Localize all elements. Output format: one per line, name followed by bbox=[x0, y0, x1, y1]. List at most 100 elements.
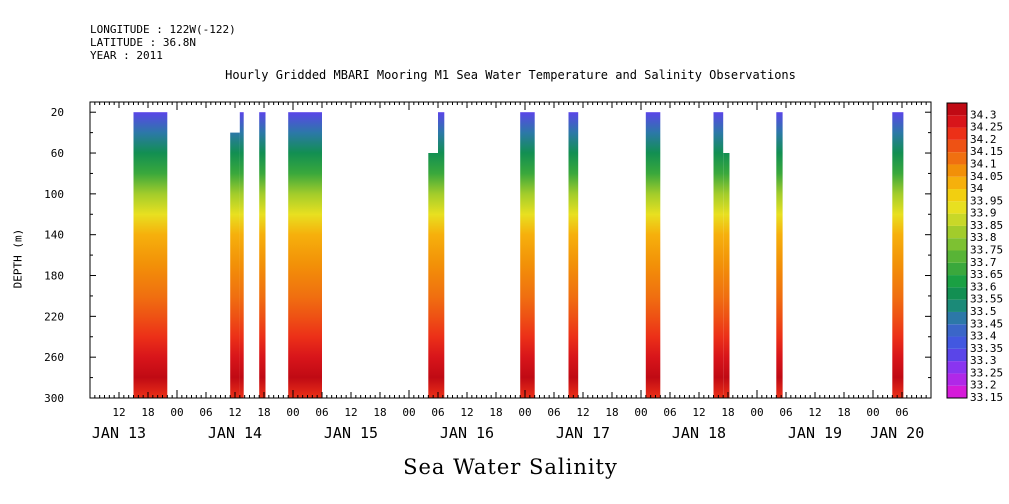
colorbar-swatch bbox=[947, 176, 967, 190]
colorbar-swatch bbox=[947, 385, 967, 398]
x-day-label: JAN 13 bbox=[92, 424, 146, 442]
colorbar-label: 33.15 bbox=[970, 391, 1003, 404]
plot-data-layer bbox=[133, 112, 904, 398]
x-day-label: JAN 20 bbox=[870, 424, 924, 442]
data-segment-7 bbox=[438, 112, 445, 398]
x-tick-label: 18 bbox=[721, 406, 734, 419]
x-tick-label: 18 bbox=[837, 406, 850, 419]
x-tick-label: 12 bbox=[344, 406, 357, 419]
colorbar-swatch bbox=[947, 127, 967, 140]
colorbar-label: 34.2 bbox=[970, 133, 997, 146]
data-segment-3 bbox=[239, 112, 244, 398]
colorbar-swatch bbox=[947, 361, 967, 374]
data-segment-1 bbox=[133, 112, 168, 398]
longitude-label: LONGITUDE : 122W(-122) bbox=[90, 23, 236, 36]
data-segment-8 bbox=[520, 112, 535, 398]
colorbar-label: 34.25 bbox=[970, 121, 1003, 134]
colorbar-swatch bbox=[947, 152, 967, 165]
colorbar-legend: 33.1533.233.2533.333.3533.433.4533.533.5… bbox=[946, 102, 1003, 404]
colorbar-swatch bbox=[947, 201, 967, 214]
colorbar-label: 34.05 bbox=[970, 170, 1003, 183]
y-tick-label: 180 bbox=[44, 270, 64, 283]
y-tick-label: 60 bbox=[51, 147, 64, 160]
colorbar-label: 33.25 bbox=[970, 366, 1003, 379]
plot-frame bbox=[89, 101, 932, 399]
colorbar-swatch bbox=[947, 189, 967, 202]
x-axis-title: Sea Water Salinity bbox=[403, 455, 618, 479]
x-day-label: JAN 19 bbox=[788, 424, 842, 442]
x-tick-label: 12 bbox=[576, 406, 589, 419]
y-tick-label: 260 bbox=[44, 351, 64, 364]
colorbar-swatch bbox=[947, 287, 967, 300]
data-segment-5 bbox=[288, 112, 322, 398]
x-tick-label: 12 bbox=[112, 406, 125, 419]
colorbar-label: 33.45 bbox=[970, 317, 1003, 330]
colorbar-swatch bbox=[947, 348, 967, 362]
colorbar-label: 33.35 bbox=[970, 342, 1003, 355]
colorbar-label: 33.85 bbox=[970, 219, 1003, 232]
x-tick-label: 06 bbox=[779, 406, 792, 419]
data-segment-2 bbox=[230, 132, 240, 398]
colorbar-label: 34 bbox=[970, 182, 984, 195]
x-tick-label: 18 bbox=[373, 406, 386, 419]
x-day-label: JAN 14 bbox=[208, 424, 262, 442]
colorbar-swatch bbox=[947, 373, 967, 386]
colorbar-label: 34.1 bbox=[970, 158, 997, 171]
colorbar-label: 33.2 bbox=[970, 379, 997, 392]
data-segment-9 bbox=[568, 112, 579, 398]
y-tick-label: 20 bbox=[51, 106, 64, 119]
colorbar-swatch bbox=[947, 324, 967, 337]
x-day-label: JAN 18 bbox=[672, 424, 726, 442]
colorbar-label: 33.5 bbox=[970, 305, 997, 318]
y-tick-label: 220 bbox=[44, 310, 64, 323]
colorbar-swatch bbox=[947, 299, 967, 312]
x-tick-label: 00 bbox=[518, 406, 531, 419]
x-tick-label: 00 bbox=[634, 406, 647, 419]
colorbar-label: 33.4 bbox=[970, 330, 997, 343]
x-tick-label: 00 bbox=[750, 406, 763, 419]
colorbar-swatch bbox=[947, 225, 967, 239]
y-tick-label: 140 bbox=[44, 229, 64, 242]
data-segment-12 bbox=[723, 153, 730, 398]
x-tick-label: 00 bbox=[286, 406, 299, 419]
colorbar-swatch bbox=[947, 164, 967, 177]
colorbar-swatch bbox=[947, 311, 967, 325]
colorbar-label: 33.8 bbox=[970, 231, 997, 244]
data-segment-4 bbox=[259, 112, 266, 398]
x-tick-label: 00 bbox=[170, 406, 183, 419]
x-day-label: JAN 17 bbox=[556, 424, 610, 442]
x-tick-label: 12 bbox=[460, 406, 473, 419]
colorbar-label: 33.9 bbox=[970, 207, 997, 220]
colorbar-swatch bbox=[947, 262, 967, 276]
colorbar-swatch bbox=[947, 139, 967, 153]
axes-layer: 20 60 100 140 180 220 260 300 12 18 00 06 12 18 00 06 12… bbox=[44, 102, 932, 442]
x-tick-label: 06 bbox=[315, 406, 328, 419]
y-tick-label: 100 bbox=[44, 188, 64, 201]
year-label: YEAR : 2011 bbox=[90, 49, 163, 62]
x-tick-label: 18 bbox=[489, 406, 502, 419]
colorbar-swatch bbox=[947, 336, 967, 349]
colorbar-label: 33.55 bbox=[970, 293, 1003, 306]
colorbar-label: 33.95 bbox=[970, 194, 1003, 207]
y-tick-label: 300 bbox=[44, 392, 64, 405]
x-tick-label: 12 bbox=[808, 406, 821, 419]
x-tick-label: 18 bbox=[141, 406, 154, 419]
data-segment-13 bbox=[776, 112, 783, 398]
data-segment-14 bbox=[892, 112, 904, 398]
colorbar-swatch bbox=[947, 103, 967, 116]
colorbar-label: 33.75 bbox=[970, 244, 1003, 257]
colorbar-label: 33.65 bbox=[970, 268, 1003, 281]
x-tick-label: 06 bbox=[431, 406, 444, 419]
colorbar-label: 33.3 bbox=[970, 354, 997, 367]
chart-title: Hourly Gridded MBARI Mooring M1 Sea Wate… bbox=[225, 68, 796, 82]
latitude-label: LATITUDE : 36.8N bbox=[90, 36, 196, 49]
data-segment-11 bbox=[713, 112, 724, 398]
x-tick-label: 06 bbox=[663, 406, 676, 419]
colorbar-swatch bbox=[947, 115, 967, 128]
x-day-label: JAN 15 bbox=[324, 424, 378, 442]
colorbar-frame bbox=[946, 102, 968, 399]
colorbar-label: 34.3 bbox=[970, 108, 997, 121]
x-tick-label: 12 bbox=[692, 406, 705, 419]
colorbar-swatch bbox=[947, 238, 967, 251]
